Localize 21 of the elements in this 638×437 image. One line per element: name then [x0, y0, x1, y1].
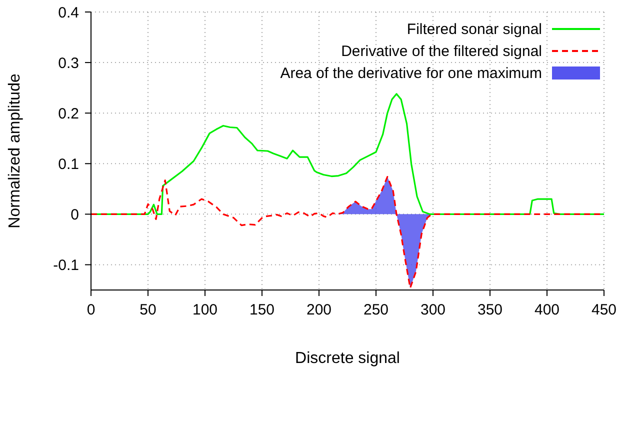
x-tick-label: 0 [86, 302, 96, 319]
x-tick-label: 150 [249, 302, 275, 319]
x-tick-label: 300 [420, 302, 446, 319]
x-axis-title: Discrete signal [295, 350, 400, 367]
y-axis-title: Normalized amplitude [6, 74, 24, 228]
x-tick-label: 450 [591, 302, 617, 319]
legend-label: Area of the derivative for one maximum [280, 64, 542, 82]
y-tick-label: 0.3 [58, 54, 79, 72]
legend-label: Filtered sonar signal [406, 20, 542, 38]
x-tick-label: 350 [477, 302, 503, 319]
x-tick-label: 400 [534, 302, 560, 319]
y-tick-label: 0.4 [58, 4, 79, 22]
x-tick-label: 100 [192, 302, 218, 319]
y-tick-label: 0 [70, 206, 79, 224]
x-tick-label: 250 [363, 302, 389, 319]
y-tick-label: -0.1 [53, 257, 79, 274]
x-tick-label: 200 [306, 302, 332, 319]
legend-label: Derivative of the filtered signal [341, 42, 542, 60]
y-tick-label: 0.2 [58, 105, 79, 122]
x-tick-label: 50 [140, 302, 156, 319]
y-tick-label: 0.1 [58, 156, 79, 173]
